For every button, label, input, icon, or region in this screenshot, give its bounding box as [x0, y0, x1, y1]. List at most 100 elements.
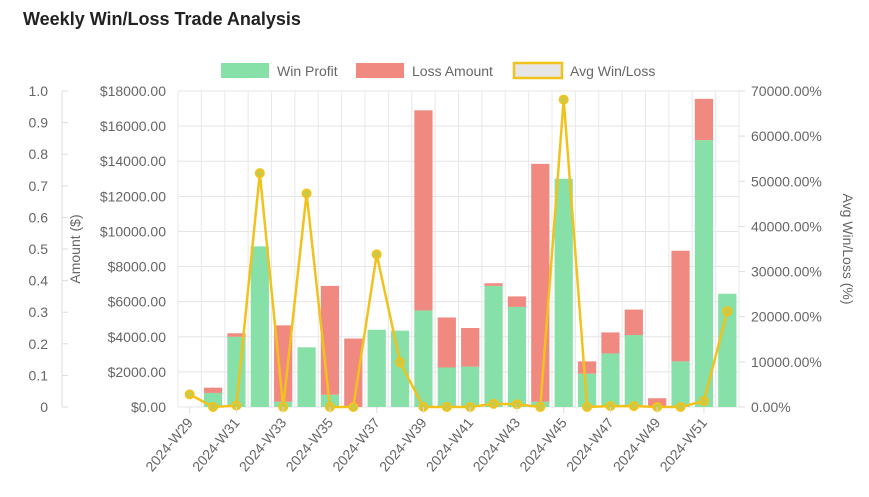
x-tick-label: 2024-W43 [469, 414, 523, 474]
avg-point [488, 398, 499, 409]
y2-tick-label: 60000.00% [751, 128, 822, 144]
y3-tick-label: 0.2 [29, 336, 49, 352]
x-tick-label: 2024-W49 [610, 414, 664, 474]
y2-tick-label: 20000.00% [751, 309, 822, 325]
win-bar [601, 353, 620, 407]
bars [203, 98, 737, 407]
legend-swatch [512, 61, 564, 80]
legend: Win Profit Loss Amount Avg Win/Loss [221, 61, 655, 80]
legend-label: Win Profit [277, 63, 338, 79]
x-tick-label: 2024-W31 [189, 414, 243, 474]
avg-point [301, 188, 312, 199]
y-tick-label: $0.00 [131, 399, 166, 415]
avg-point [208, 402, 219, 412]
x-tick-label: 2024-W33 [236, 414, 290, 474]
loss-bar [227, 333, 246, 337]
y-tick-label: $14000.00 [100, 153, 166, 169]
win-bar [554, 178, 573, 407]
y-tick-label: $8000.00 [108, 259, 167, 275]
y3-tick-label: 0.8 [29, 146, 49, 162]
y2-axis-title: Avg Win/Loss (%) [840, 194, 856, 305]
y-axis-title: Amount ($) [67, 214, 83, 283]
y3-tick-label: 0.9 [29, 115, 49, 131]
loss-bar [274, 325, 293, 402]
win-bar [507, 306, 527, 407]
loss-bar [577, 361, 597, 374]
y-tick-label: $12000.00 [100, 188, 166, 204]
loss-bar [437, 317, 456, 368]
legend-label: Avg Win/Loss [570, 63, 655, 79]
win-bar [694, 140, 714, 407]
avg-point [628, 401, 639, 412]
loss-bar [507, 296, 527, 307]
win-bar [624, 335, 643, 407]
avg-point [441, 402, 452, 412]
x-tick-label: 2024-W29 [142, 414, 196, 474]
avg-point [371, 249, 382, 260]
y2-tick-label: 50000.00% [751, 173, 822, 189]
x-tick-label: 2024-W39 [376, 414, 430, 474]
y3-tick-label: 0.7 [29, 178, 49, 194]
avg-point [675, 402, 686, 412]
gridlines [177, 90, 740, 408]
y-tick-label: $18000.00 [100, 83, 166, 99]
y3-tick-label: 0.6 [29, 209, 49, 225]
win-bar [367, 329, 386, 407]
y2-tick-label: 0.00% [751, 399, 791, 415]
win-bar [461, 366, 480, 407]
y-tick-label: $16000.00 [100, 118, 166, 134]
win-bar [414, 310, 433, 407]
y3-tick-label: 0.4 [29, 273, 49, 289]
win-bar [437, 367, 456, 407]
loss-bar [531, 163, 550, 402]
y2-tick-label: 70000.00% [751, 83, 822, 99]
chart-title: Weekly Win/Loss Trade Analysis [23, 9, 301, 29]
avg-point [698, 396, 709, 407]
win-bar [671, 361, 690, 407]
avg-point [722, 306, 733, 317]
y2-tick-label: 30000.00% [751, 264, 822, 280]
y-tick-label: $2000.00 [108, 364, 167, 380]
y-tick-label: $10000.00 [100, 223, 166, 239]
avg-point [184, 389, 195, 400]
loss-bar [484, 283, 503, 286]
y-tick-label: $6000.00 [108, 294, 167, 310]
win-bar [718, 293, 737, 407]
loss-bar [671, 250, 690, 362]
x-tick-label: 2024-W47 [563, 414, 617, 474]
y-tick-label: $4000.00 [108, 329, 167, 345]
win-bar [250, 246, 269, 407]
loss-bar [694, 98, 714, 141]
loss-bar [624, 309, 643, 336]
avg-point [348, 402, 359, 412]
legend-swatch [356, 63, 404, 78]
y3-tick-label: 0.1 [29, 367, 49, 383]
x-tick-label: 2024-W41 [423, 414, 477, 474]
x-tick-label: 2024-W45 [516, 414, 570, 474]
x-tick-label: 2024-W51 [656, 414, 710, 474]
avg-point [395, 357, 406, 368]
y2-tick-label: 10000.00% [751, 354, 822, 370]
x-tick-label: 2024-W37 [329, 414, 383, 474]
legend-swatch [221, 63, 269, 78]
y3-tick-label: 0.5 [29, 241, 49, 257]
x-tick-label: 2024-W35 [282, 414, 336, 474]
avg-line [184, 94, 733, 412]
y3-tick-label: 0.3 [29, 304, 49, 320]
y3-tick-label: 1.0 [29, 83, 49, 99]
loss-bar [461, 328, 480, 367]
loss-bar [203, 387, 223, 393]
axes: $0.00 $2000.00 $4000.00 $6000.00 $8000.00 $10… [29, 83, 856, 474]
loss-bar [414, 110, 433, 311]
avg-point [254, 168, 265, 179]
avg-point [558, 94, 569, 105]
loss-bar [601, 332, 620, 354]
avg-point [535, 402, 546, 412]
loss-bar [344, 338, 363, 407]
win-bar [297, 347, 316, 407]
y2-tick-label: 40000.00% [751, 218, 822, 234]
y3-tick-label: 0 [40, 399, 48, 415]
legend-label: Loss Amount [412, 63, 493, 79]
win-bar [484, 285, 503, 407]
